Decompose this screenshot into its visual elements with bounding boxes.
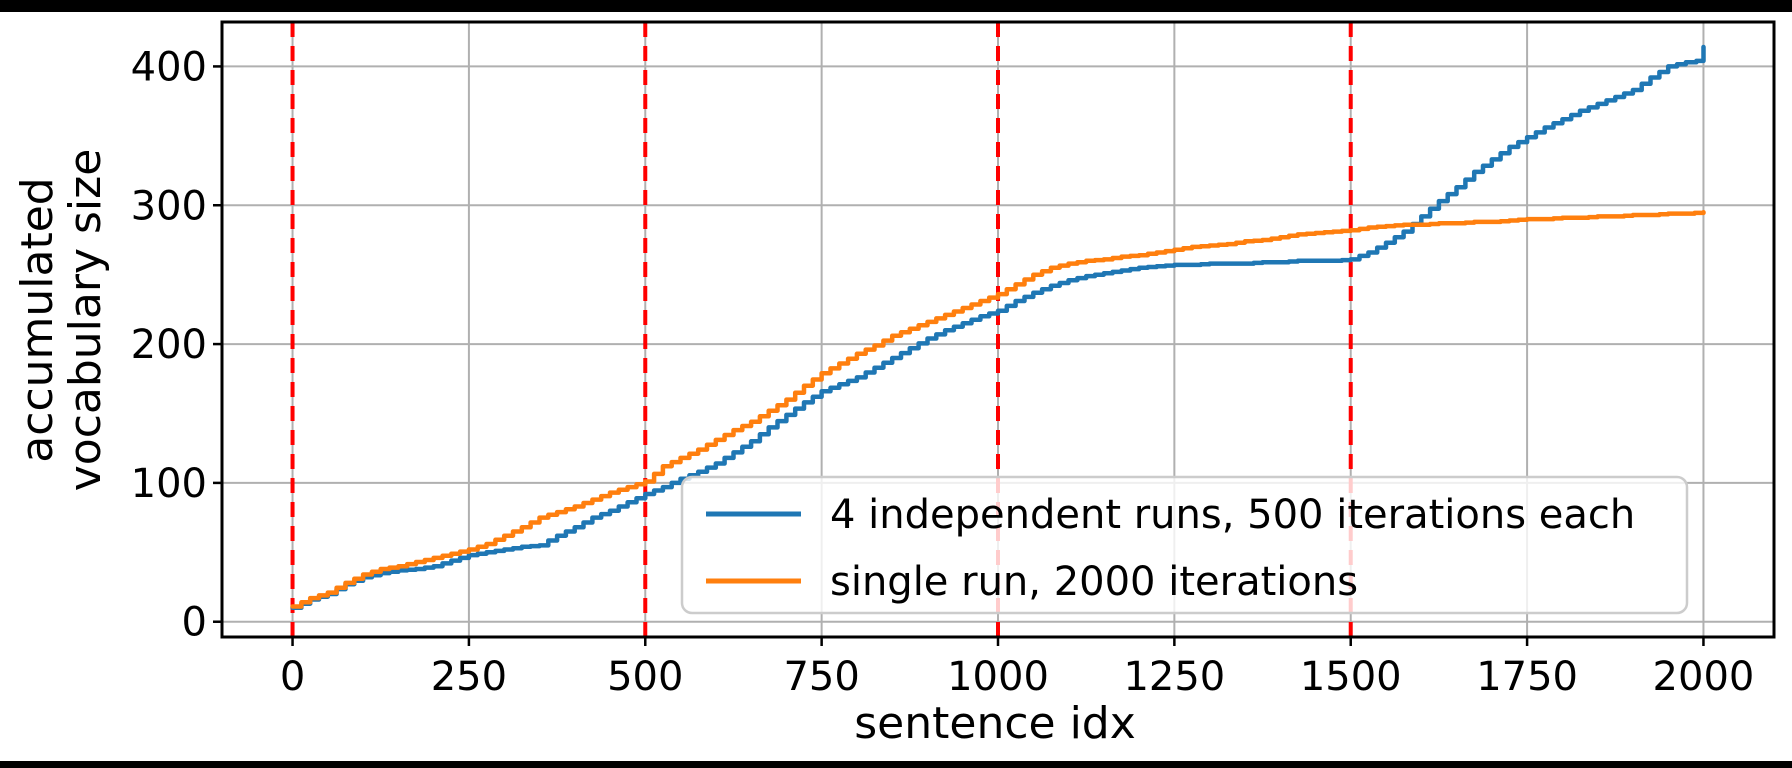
y-axis-label-line2: vocabulary size	[60, 149, 111, 492]
x-tick-label: 1000	[947, 654, 1049, 700]
y-tick-label: 200	[131, 322, 207, 368]
y-tick-label: 0	[182, 600, 207, 646]
x-tick-label: 2000	[1653, 654, 1755, 700]
legend: 4 independent runs, 500 iterations each …	[680, 475, 1689, 615]
tick-marks	[213, 65, 1705, 646]
legend-label-single-run: single run, 2000 iterations	[830, 559, 1358, 605]
x-tick-label: 1750	[1476, 654, 1578, 700]
x-tick-label: 500	[607, 654, 683, 700]
y-tick-label: 400	[131, 44, 207, 90]
x-tick-label: 750	[783, 654, 859, 700]
blue-series-line	[290, 44, 1706, 611]
y-tick-label: 100	[131, 461, 207, 507]
vocabulary-growth-chart: 0 250 500 750 1000 1250 1500 1750 2000 0 100 200 300…	[12, 20, 1776, 749]
x-tick-label: 1500	[1300, 654, 1402, 700]
x-tick-label: 250	[431, 654, 507, 700]
orange-series-line	[290, 209, 1706, 609]
grid-lines	[222, 22, 1774, 637]
x-tick-label: 1250	[1123, 654, 1225, 700]
x-tick-label: 0	[280, 654, 305, 700]
x-axis-label: sentence idx	[854, 698, 1136, 749]
tick-labels: 0 250 500 750 1000 1250 1500 1750 2000 0 100 200 300…	[131, 44, 1755, 700]
legend-label-independent-runs: 4 independent runs, 500 iterations each	[830, 492, 1635, 538]
y-axis-label-line1: accumulated	[12, 177, 63, 462]
legend-box	[680, 475, 1689, 615]
y-tick-label: 300	[131, 183, 207, 229]
figure-canvas: 0 250 500 750 1000 1250 1500 1750 2000 0 100 200 300…	[0, 12, 1792, 761]
